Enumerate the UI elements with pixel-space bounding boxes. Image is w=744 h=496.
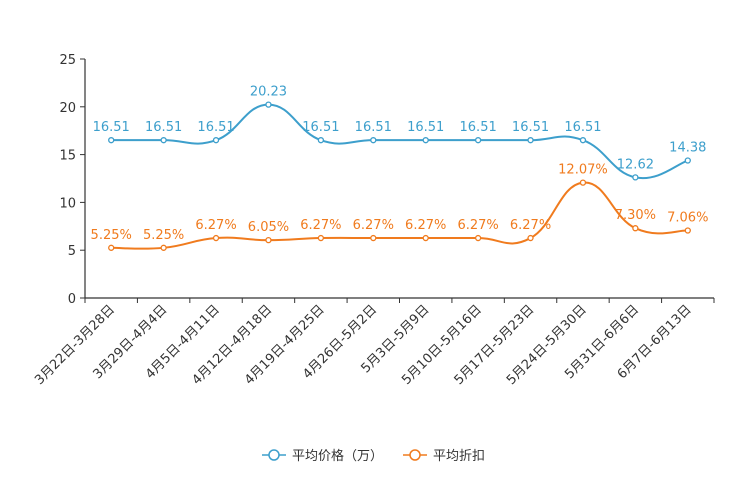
series-1: 16.51 16.51 16.51 20.23 16.51 16.51 16.51 16.51…: [93, 85, 706, 181]
data-label: 16.51: [93, 120, 130, 135]
data-point[interactable]: [527, 137, 534, 144]
data-point[interactable]: [474, 137, 482, 144]
legend-marker-icon: [409, 449, 421, 461]
data-label: 14.38: [669, 141, 706, 156]
data-label: 16.51: [460, 120, 497, 135]
data-label: 16.51: [302, 120, 339, 135]
data-point[interactable]: [212, 234, 220, 242]
data-point[interactable]: [317, 137, 325, 144]
data-point[interactable]: [317, 234, 325, 242]
series-2: 5.25% 5.25% 6.27% 6.05% 6.27% 6.27% 6.27% 6.27%…: [91, 163, 708, 251]
y-tick-label: 20: [59, 101, 76, 116]
legend-item-1[interactable]: 平均价格（万）: [262, 448, 383, 464]
data-point[interactable]: [160, 137, 167, 144]
data-label: 6.27%: [300, 218, 341, 233]
data-label: 16.51: [407, 120, 444, 135]
data-label: 6.05%: [248, 220, 289, 235]
y-tick-label: 0: [68, 292, 76, 307]
data-point[interactable]: [422, 234, 429, 242]
data-point[interactable]: [265, 237, 272, 244]
data-label: 12.07%: [558, 163, 608, 178]
data-label: 7.30%: [615, 208, 656, 223]
data-point[interactable]: [370, 234, 377, 242]
legend-item-2[interactable]: 平均折扣: [403, 449, 485, 464]
data-label: 6.27%: [353, 218, 394, 233]
data-label: 20.23: [250, 85, 287, 100]
data-point[interactable]: [684, 227, 691, 234]
data-label: 6.27%: [510, 218, 551, 233]
data-point[interactable]: [632, 225, 639, 232]
data-label: 16.51: [197, 120, 234, 135]
data-label: 6.27%: [457, 218, 498, 233]
data-label: 16.51: [564, 120, 601, 135]
data-point[interactable]: [160, 244, 167, 251]
y-tick-label: 15: [59, 149, 76, 164]
data-label: 16.51: [145, 120, 182, 135]
y-tick-label: 25: [59, 53, 76, 68]
data-point[interactable]: [474, 234, 482, 242]
data-label: 16.51: [512, 120, 549, 135]
data-point[interactable]: [108, 244, 115, 251]
data-label: 6.27%: [195, 218, 236, 233]
legend-marker-icon: [268, 449, 280, 461]
data-point[interactable]: [527, 234, 534, 242]
data-point[interactable]: [632, 174, 639, 181]
data-point[interactable]: [108, 137, 115, 144]
data-point[interactable]: [212, 137, 220, 144]
data-point[interactable]: [684, 157, 691, 164]
data-point[interactable]: [422, 137, 429, 144]
data-label: 12.62: [617, 157, 654, 172]
data-point[interactable]: [579, 137, 587, 144]
data-label: 16.51: [355, 120, 392, 135]
series-group: 16.51 16.51 16.51 20.23 16.51 16.51 16.51 16.51…: [91, 85, 708, 251]
data-label: 6.27%: [405, 218, 446, 233]
legend-label: 平均折扣: [433, 449, 485, 464]
legend-label: 平均价格（万）: [292, 448, 383, 464]
data-point[interactable]: [370, 137, 377, 144]
series-line: [111, 181, 688, 250]
y-tick-label: 5: [68, 244, 76, 259]
data-point[interactable]: [265, 101, 272, 108]
legend[interactable]: 平均价格（万） 平均折扣: [262, 448, 485, 464]
data-label: 5.25%: [143, 228, 184, 243]
data-label: 7.06%: [667, 211, 708, 226]
data-point[interactable]: [579, 179, 587, 186]
y-tick-label: 10: [59, 196, 76, 211]
data-label: 5.25%: [91, 228, 132, 243]
